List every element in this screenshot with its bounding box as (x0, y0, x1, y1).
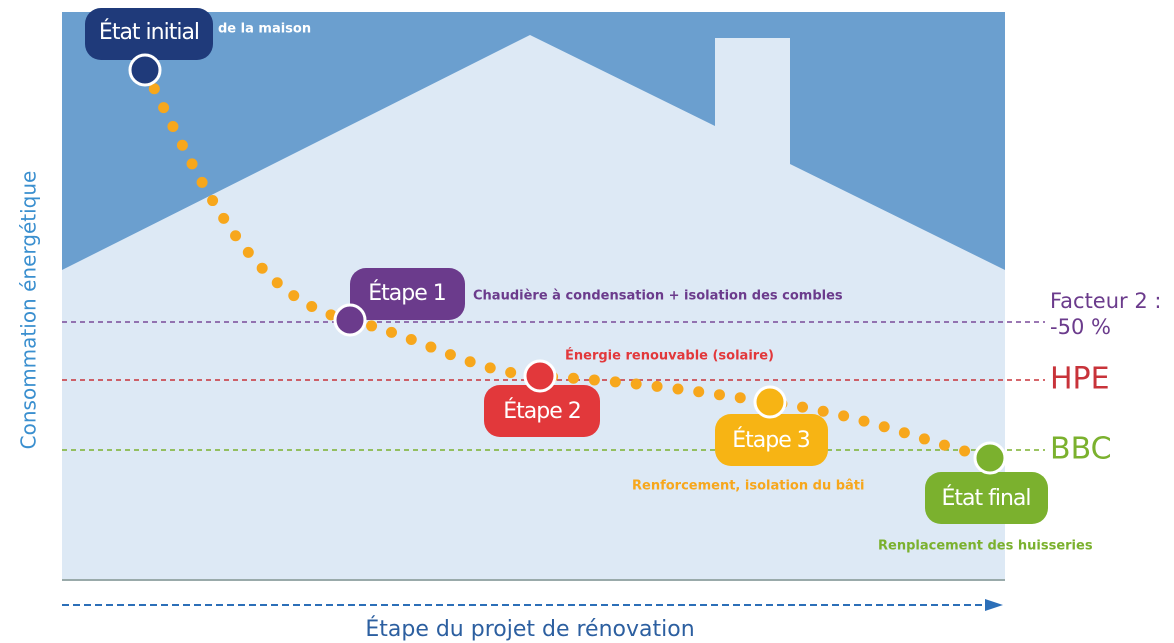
page: Facteur 2 : -50 % HPE BBC État initial d… (0, 0, 1174, 643)
stage-label: Étape 2 (503, 398, 581, 424)
stage-node (755, 387, 785, 417)
stage-description: Renplacement des huisseries (878, 539, 1093, 554)
stage-node (335, 305, 365, 335)
x-axis-label: Étape du projet de rénovation (365, 616, 694, 642)
level-sublabel: -50 % (1050, 315, 1111, 339)
level-label: Facteur 2 : (1050, 289, 1161, 313)
stage-node (975, 443, 1005, 473)
stage-description: Renforcement, isolation du bâti (632, 479, 864, 494)
stage-description: de la maison (218, 22, 311, 37)
stage-node (525, 361, 555, 391)
stage-label: État final (941, 485, 1030, 511)
y-axis-label: Consommation énergétique (17, 171, 41, 450)
level-label: BBC (1050, 432, 1112, 467)
level-label: HPE (1050, 362, 1110, 397)
stage-label: Étape 1 (368, 280, 446, 306)
stage-node (130, 55, 160, 85)
stage-description: Chaudière à condensation + isolation des… (473, 289, 843, 304)
stage-label: État initial (99, 19, 199, 45)
stage-label: Étape 3 (732, 427, 810, 453)
diagram: Facteur 2 : -50 % HPE BBC État initial d… (0, 0, 1174, 643)
stage-description: Énergie renouvable (solaire) (565, 348, 774, 364)
arrow-head (985, 599, 1003, 611)
